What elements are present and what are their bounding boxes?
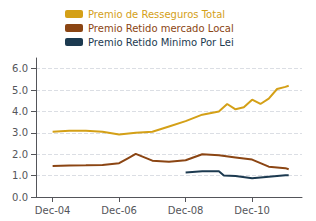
svg-text:1.0: 1.0 [12, 170, 28, 181]
svg-text:2.0: 2.0 [12, 149, 28, 160]
svg-text:Dec-10: Dec-10 [234, 205, 270, 216]
svg-text:Premio Retido mercado Local: Premio Retido mercado Local [88, 23, 234, 34]
svg-text:Dec-06: Dec-06 [101, 205, 137, 216]
svg-text:Dec-04: Dec-04 [35, 205, 71, 216]
svg-text:0.0: 0.0 [12, 192, 28, 203]
svg-text:Dec-08: Dec-08 [168, 205, 204, 216]
svg-text:4.0: 4.0 [12, 106, 28, 117]
svg-text:Premio Retido Minimo Por Lei: Premio Retido Minimo Por Lei [88, 37, 234, 48]
svg-text:Premio de Resseguros Total: Premio de Resseguros Total [88, 9, 225, 20]
svg-text:6.0: 6.0 [12, 63, 28, 74]
svg-text:3.0: 3.0 [12, 127, 28, 138]
svg-text:5.0: 5.0 [12, 85, 28, 96]
